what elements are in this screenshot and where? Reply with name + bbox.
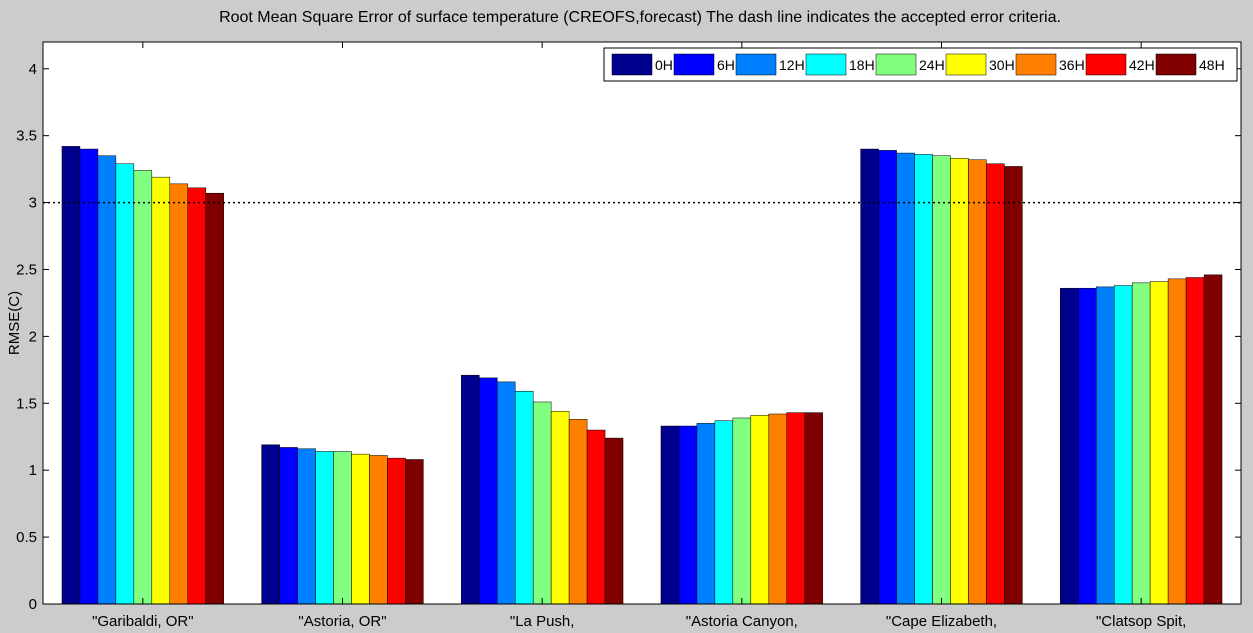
- legend-label-12h: 12H: [779, 57, 805, 73]
- legend-label-30h: 30H: [989, 57, 1015, 73]
- legend-swatch-18h: [805, 53, 847, 76]
- bar-30h-4: [750, 415, 770, 605]
- bar-36h-6: [1167, 278, 1187, 605]
- plot-frame: [42, 41, 1242, 605]
- bar-36h-4: [768, 413, 788, 605]
- bar-24h-3: [532, 401, 552, 605]
- legend-swatch-48h: [1155, 53, 1197, 76]
- legend-label-36h: 36H: [1059, 57, 1085, 73]
- bar-18h-5: [914, 154, 933, 605]
- x-tick-label: "Astoria, OR": [298, 613, 386, 630]
- bar-0h-4: [660, 425, 680, 605]
- bar-36h-2: [369, 455, 388, 605]
- legend: 0H 6H 12H 18H 24H 30H 36H 42H 48H: [603, 47, 1238, 82]
- bar-18h-2: [315, 451, 334, 605]
- bar-6h-1: [79, 148, 99, 605]
- legend-swatch-6h: [673, 53, 715, 76]
- bar-24h-2: [333, 451, 352, 605]
- bar-0h-2: [261, 444, 280, 605]
- axes-layer: 0 0.5 1 1.5 2 2.5 3 3.5 4 "Garibaldi, OR" "Astoria…: [16, 41, 1242, 630]
- bar-24h-6: [1131, 282, 1151, 605]
- y-tick-label: 3: [29, 195, 37, 212]
- bar-30h-3: [550, 411, 570, 605]
- y-tick-label: 2: [29, 328, 37, 345]
- bar-42h-6: [1185, 277, 1205, 605]
- legend-label-18h: 18H: [849, 57, 875, 73]
- legend-label-0h: 0H: [655, 57, 673, 73]
- bar-48h-1: [205, 192, 224, 605]
- x-tick-label: "La Push,: [510, 613, 575, 630]
- legend-swatch-36h: [1015, 53, 1057, 76]
- bar-6h-3: [479, 377, 498, 605]
- legend-label-6h: 6H: [717, 57, 735, 73]
- bar-12h-6: [1095, 286, 1115, 605]
- legend-swatch-0h: [611, 53, 653, 76]
- bar-30h-6: [1149, 281, 1169, 605]
- bar-36h-3: [568, 419, 588, 605]
- bar-42h-1: [187, 187, 206, 605]
- y-tick-label: 1: [29, 462, 37, 479]
- bar-30h-1: [151, 176, 171, 605]
- bar-12h-1: [97, 155, 117, 605]
- bar-6h-5: [878, 150, 897, 605]
- bar-18h-6: [1113, 285, 1133, 605]
- bar-30h-5: [950, 158, 969, 605]
- bar-42h-2: [387, 457, 406, 605]
- bar-42h-5: [986, 163, 1005, 605]
- bar-6h-6: [1078, 287, 1097, 605]
- y-tick-label: 3.5: [16, 128, 37, 145]
- bar-18h-4: [714, 420, 734, 605]
- y-axis-label: RMSE(C): [6, 291, 23, 355]
- bar-24h-1: [133, 170, 153, 605]
- legend-label-24h: 24H: [919, 57, 945, 73]
- plot-area: [43, 42, 1241, 604]
- bar-6h-4: [678, 425, 698, 605]
- y-tick-label: 0: [29, 596, 37, 613]
- bar-12h-5: [896, 152, 915, 605]
- bar-36h-5: [968, 159, 987, 605]
- bar-48h-2: [405, 459, 424, 605]
- bar-0h-1: [61, 146, 81, 605]
- chart-title: Root Mean Square Error of surface temper…: [219, 9, 1061, 26]
- bar-36h-1: [169, 183, 189, 605]
- legend-label-42h: 42H: [1129, 57, 1155, 73]
- bar-6h-2: [279, 447, 298, 605]
- legend-swatch-12h: [735, 53, 777, 76]
- legend-swatch-24h: [875, 53, 917, 76]
- bar-48h-6: [1203, 274, 1223, 605]
- bar-0h-5: [860, 148, 879, 605]
- bar-12h-4: [696, 423, 716, 605]
- legend-swatch-42h: [1085, 53, 1127, 76]
- bar-30h-2: [351, 453, 370, 605]
- bar-18h-3: [514, 390, 534, 605]
- bar-24h-5: [932, 155, 951, 605]
- bar-12h-3: [496, 381, 516, 605]
- bar-48h-3: [604, 437, 624, 605]
- x-tick-label: "Garibaldi, OR": [92, 613, 194, 630]
- y-tick-label: 4: [29, 61, 37, 78]
- bar-24h-4: [732, 417, 752, 605]
- bar-48h-4: [804, 412, 823, 605]
- legend-label-48h: 48H: [1199, 57, 1225, 73]
- bar-48h-5: [1004, 166, 1023, 605]
- y-tick-label: 1.5: [16, 395, 37, 412]
- x-tick-label: "Clatsop Spit,: [1096, 613, 1186, 630]
- bar-18h-1: [115, 163, 135, 605]
- y-tick-label: 0.5: [16, 529, 37, 546]
- legend-swatch-30h: [945, 53, 987, 76]
- x-tick-label: "Astoria Canyon,: [686, 613, 798, 630]
- x-tick-label: "Cape Elizabeth,: [886, 613, 997, 630]
- bar-0h-3: [461, 374, 480, 605]
- bar-42h-4: [786, 412, 805, 605]
- y-tick-label: 2.5: [16, 261, 37, 278]
- bar-12h-2: [297, 448, 316, 605]
- bar-42h-3: [586, 429, 606, 605]
- bar-0h-6: [1060, 287, 1079, 605]
